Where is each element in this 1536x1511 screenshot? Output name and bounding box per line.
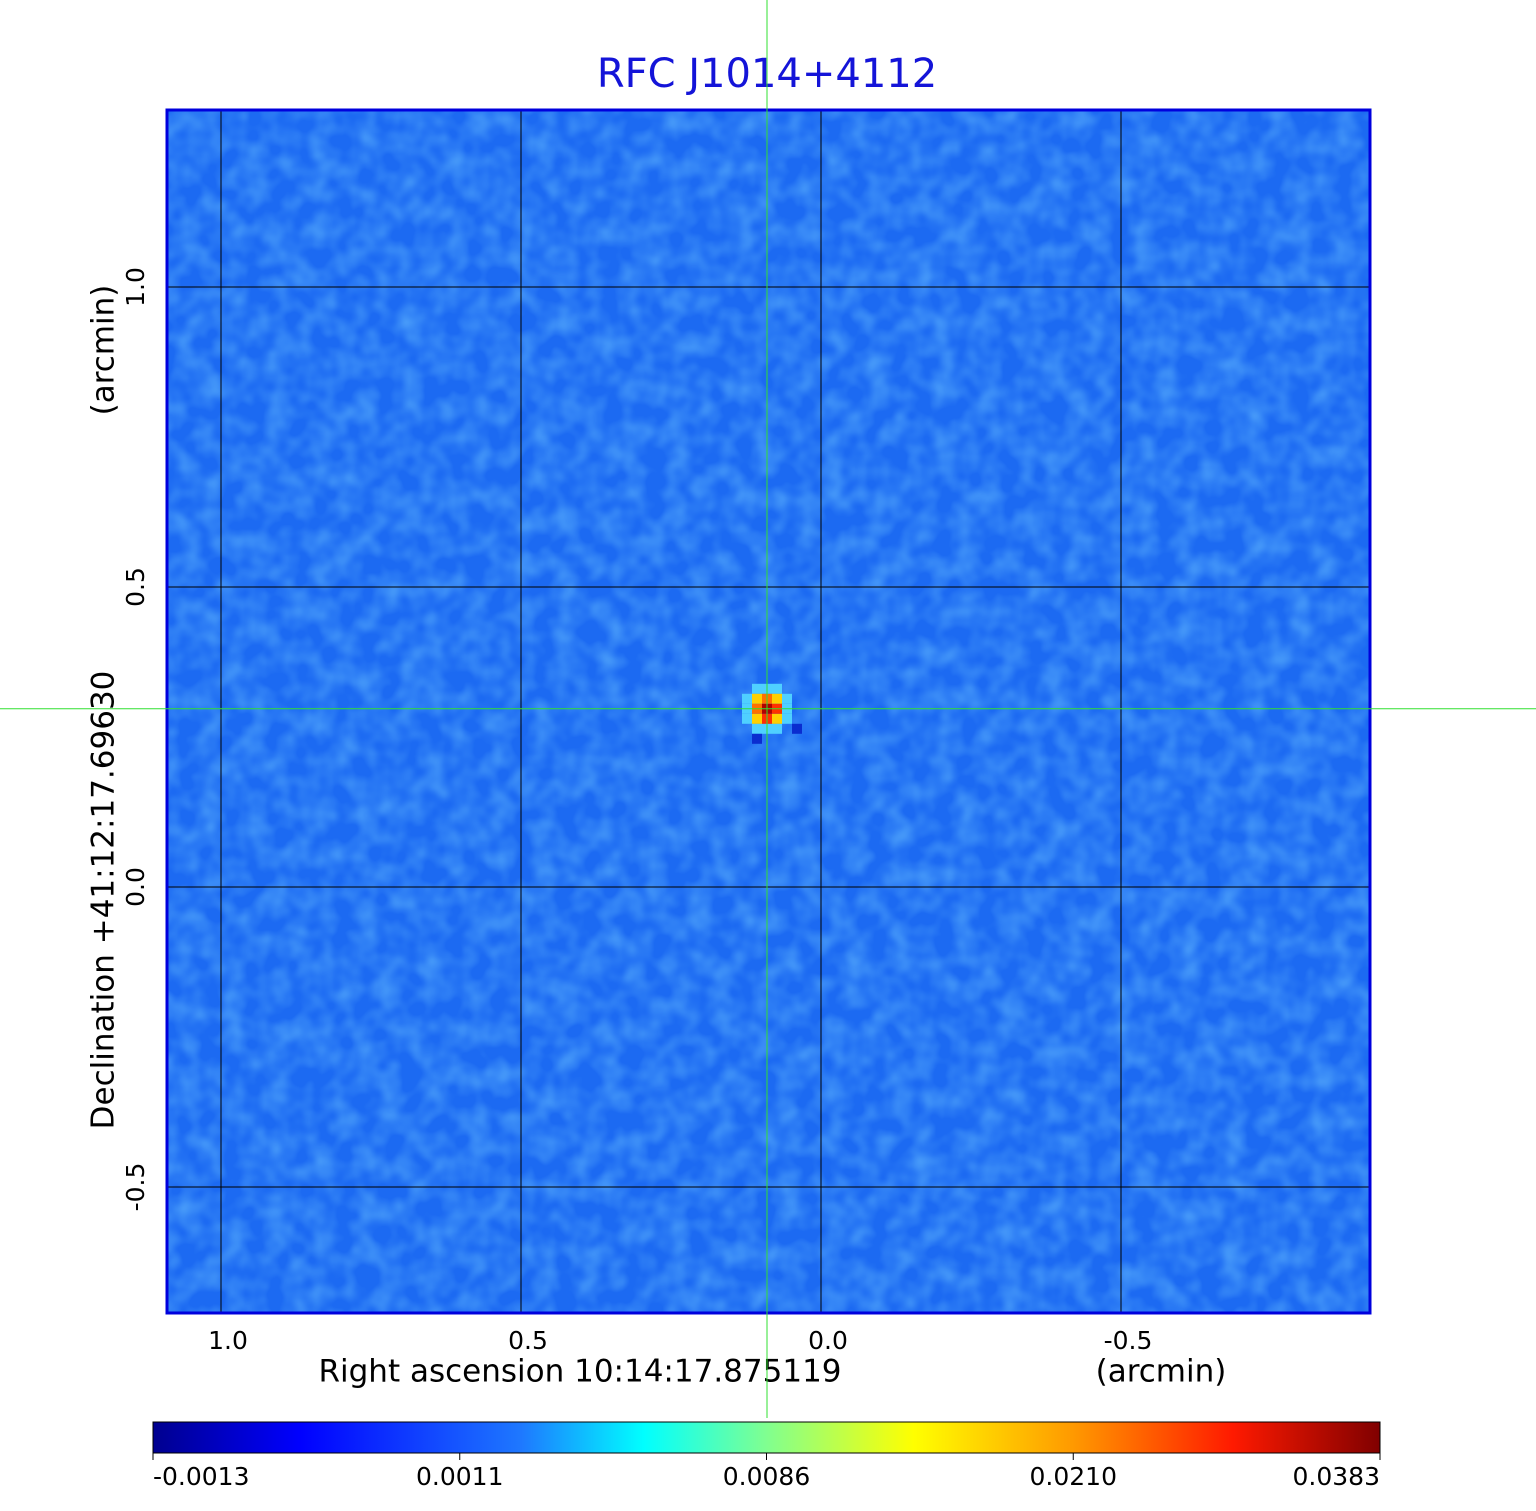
source-pixel [752,713,762,724]
x-tick-label: 1.0 [208,1326,248,1355]
source-pixel [772,693,782,704]
source-pixel [772,683,782,694]
source-pixel [782,693,792,704]
source-pixel [742,693,752,704]
colorbar-tick-label: 0.0210 [1030,1462,1117,1491]
source-pixel [772,713,782,724]
y-tick-label: 1.0 [121,267,150,307]
x-axis-label: Right ascension 10:14:17.875119 [318,1354,841,1390]
y-tick-label: 0.5 [121,567,150,607]
source-pixel [752,693,762,704]
colorbar-tick-label: 0.0011 [416,1462,503,1491]
source-pixel [792,723,802,734]
x-tick-label: -0.5 [1104,1326,1153,1355]
source-pixel [752,723,762,734]
plot-frame [165,108,1372,1315]
y-axis-label: Declination +41:12:17.69630 [86,671,122,1130]
source-pixel [782,713,792,724]
y-axis-unit: (arcmin) [86,285,122,416]
y-tick-label: 0.0 [121,867,150,907]
colorbar [152,1421,1381,1454]
colorbar-tick-label: 0.0383 [1293,1462,1380,1491]
colorbar-tick-label: 0.0086 [723,1462,810,1491]
x-tick-label: 0.0 [808,1326,848,1355]
source-pixel [742,713,752,724]
y-tick-label: -0.5 [121,1163,150,1212]
x-tick-label: 0.5 [508,1326,548,1355]
source-pixel [772,723,782,734]
x-axis-unit: (arcmin) [1096,1354,1227,1390]
source-pixel [752,683,762,694]
source-pixel [752,733,762,744]
colorbar-tick-label: -0.0013 [153,1462,250,1491]
